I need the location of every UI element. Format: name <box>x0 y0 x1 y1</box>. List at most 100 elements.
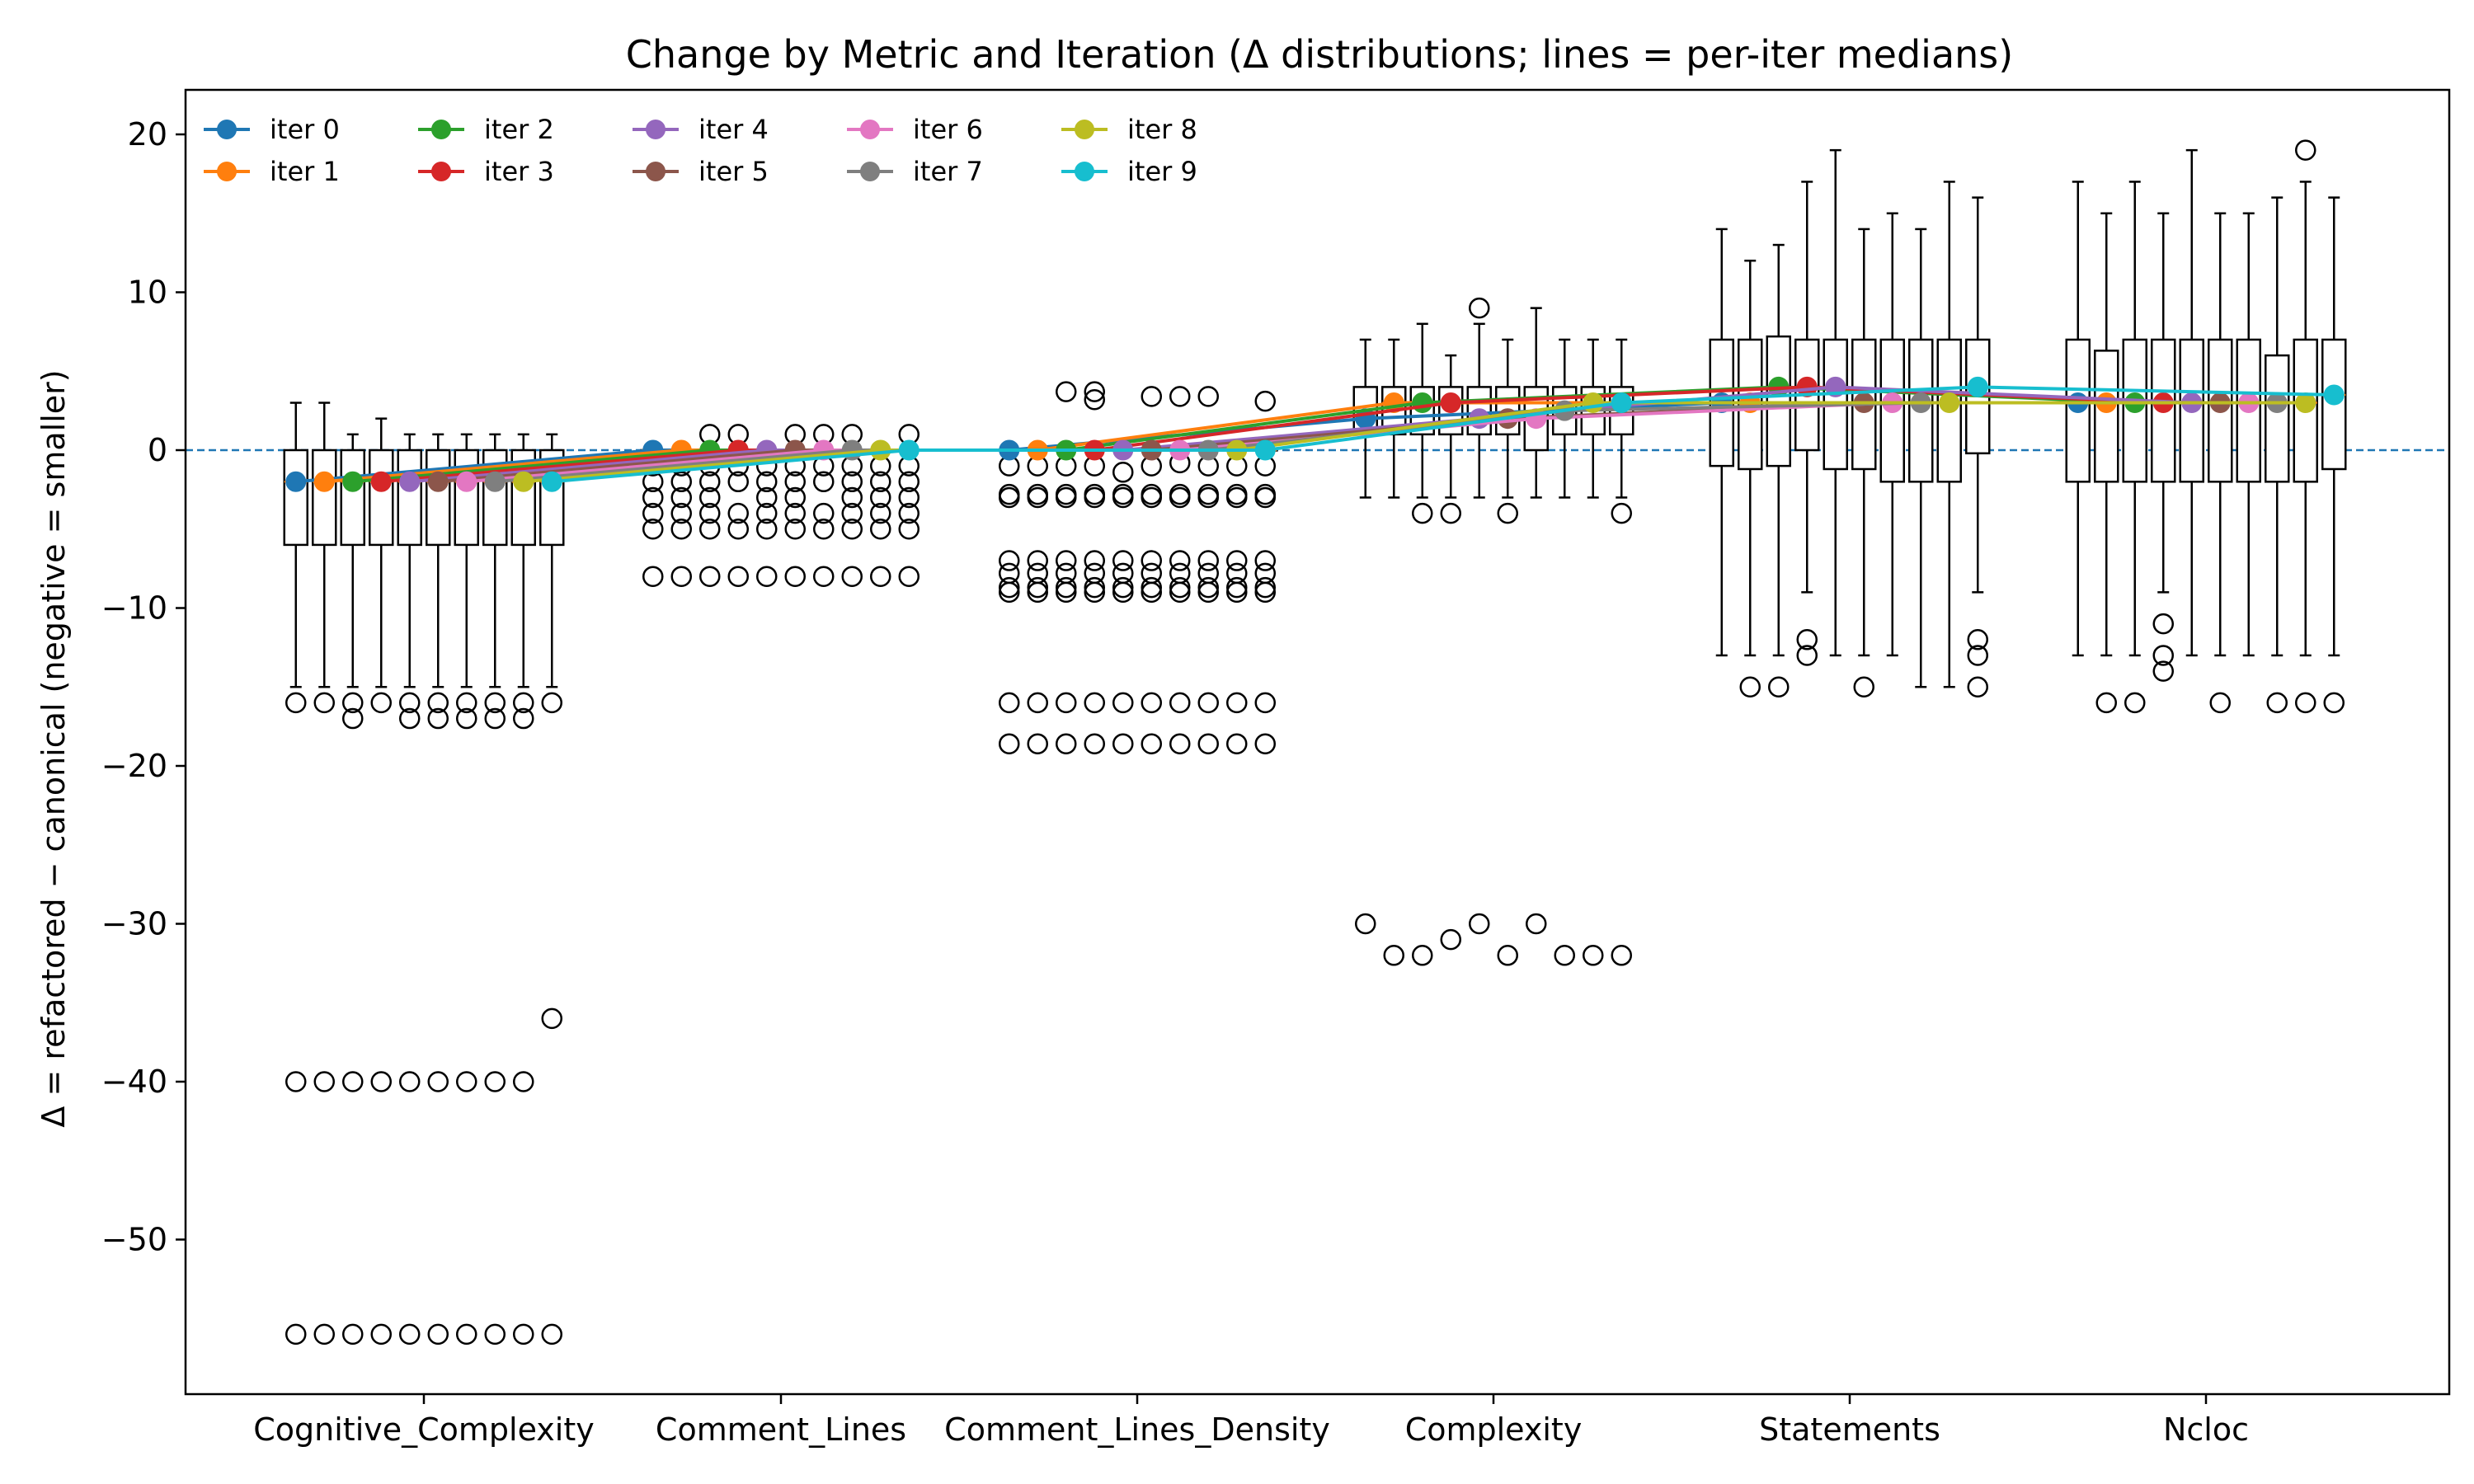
outlier-point <box>841 502 863 524</box>
outlier-point <box>841 566 863 587</box>
outlier-point <box>1739 676 1761 697</box>
outlier-point <box>1254 576 1276 599</box>
outlier-point <box>898 502 920 524</box>
outlier-point <box>756 486 778 509</box>
median-marker <box>1440 392 1461 414</box>
outlier-point <box>513 707 534 730</box>
outlier-point <box>1027 581 1048 603</box>
outlier-point <box>670 502 692 524</box>
outlier-point <box>1112 692 1134 714</box>
outlier-point <box>1056 381 1077 402</box>
outlier-point <box>1056 581 1077 603</box>
box-iter-3 <box>2151 212 2176 682</box>
median-marker <box>484 471 506 492</box>
outlier-point <box>1141 581 1162 603</box>
outlier-point <box>999 692 1020 714</box>
box-iter-3 <box>1082 381 1108 754</box>
outlier-point <box>1112 581 1134 603</box>
box-iter-5 <box>426 433 451 1345</box>
legend-marker <box>1075 120 1094 139</box>
legend-label: iter 7 <box>913 156 983 187</box>
legend-label: iter 0 <box>270 114 340 145</box>
outlier-point <box>999 576 1020 599</box>
legend-marker <box>646 120 666 139</box>
outlier-point <box>484 692 506 714</box>
median-marker <box>313 471 335 492</box>
outlier-point <box>2323 692 2345 714</box>
median-line <box>523 401 2306 484</box>
outlier-point <box>898 486 920 509</box>
box-body <box>397 448 422 547</box>
median-marker <box>1254 439 1276 461</box>
outlier-point <box>1197 581 1219 603</box>
outlier-point <box>699 502 721 524</box>
plot-area <box>186 139 2449 1345</box>
outlier-point <box>1226 550 1248 571</box>
outlier-point <box>313 1071 335 1092</box>
outlier-point <box>342 707 364 730</box>
outlier-point <box>784 486 806 509</box>
legend-item-iter-4: iter 4 <box>633 114 769 145</box>
box-body <box>2094 350 2119 483</box>
box-iter-4 <box>397 433 422 1345</box>
box-body <box>369 448 394 547</box>
x-tick-label: Ncloc <box>2163 1411 2249 1448</box>
outlier-point <box>841 486 863 509</box>
outlier-point <box>1112 486 1134 509</box>
outlier-point <box>1254 550 1276 571</box>
x-tick-label: Comment_Lines <box>656 1411 906 1448</box>
box-iter-8 <box>1936 181 1962 688</box>
outlier-point <box>1526 913 1547 935</box>
outlier-point <box>670 471 692 493</box>
outlier-point <box>1084 733 1105 754</box>
box-iter-4 <box>1466 297 1492 935</box>
legend-marker <box>646 162 666 181</box>
outlier-point <box>1967 676 1988 697</box>
legend-item-iter-8: iter 8 <box>1061 114 1197 145</box>
outlier-point <box>513 1323 534 1345</box>
outlier-point <box>1056 576 1077 599</box>
legend-item-iter-3: iter 3 <box>418 156 554 187</box>
median-marker <box>2323 384 2345 406</box>
outlier-point <box>870 502 891 524</box>
x-tick-label: Comment_Lines_Density <box>944 1411 1330 1448</box>
legend-label: iter 9 <box>1127 156 1197 187</box>
outlier-point <box>342 1323 364 1345</box>
median-marker <box>1611 392 1632 414</box>
outlier-point <box>642 502 664 524</box>
outlier-point <box>1611 502 1632 524</box>
median-marker <box>1412 392 1433 414</box>
outlier-point <box>1796 629 1818 650</box>
outlier-point <box>513 1071 534 1092</box>
legend-item-iter-9: iter 9 <box>1061 156 1197 187</box>
outlier-point <box>1853 676 1874 697</box>
outlier-point <box>2295 692 2316 714</box>
outlier-point <box>699 471 721 493</box>
outlier-point <box>1254 733 1276 754</box>
outlier-point <box>1355 913 1376 935</box>
outlier-point <box>1056 692 1077 714</box>
outlier-point <box>642 486 664 509</box>
outlier-point <box>870 486 891 509</box>
x-tick-label: Statements <box>1759 1411 1940 1448</box>
legend-item-iter-0: iter 0 <box>204 114 340 145</box>
box-iter-6 <box>1879 212 1905 657</box>
legend-label: iter 3 <box>484 156 554 187</box>
outlier-point <box>2152 645 2174 666</box>
legend-marker <box>860 162 880 181</box>
y-tick-label: 10 <box>128 275 167 311</box>
outlier-point <box>1967 645 1988 666</box>
box-body <box>2179 338 2204 483</box>
outlier-point <box>1056 486 1077 509</box>
outlier-point <box>456 1323 477 1345</box>
legend-label: iter 8 <box>1127 114 1197 145</box>
outlier-point <box>1226 581 1248 603</box>
outlier-point <box>898 566 920 587</box>
outlier-point <box>699 566 721 587</box>
outlier-point <box>2295 139 2316 161</box>
outlier-point <box>699 519 721 540</box>
outlier-point <box>370 1071 392 1092</box>
legend-label: iter 2 <box>484 114 554 145</box>
outlier-point <box>1469 913 1490 935</box>
